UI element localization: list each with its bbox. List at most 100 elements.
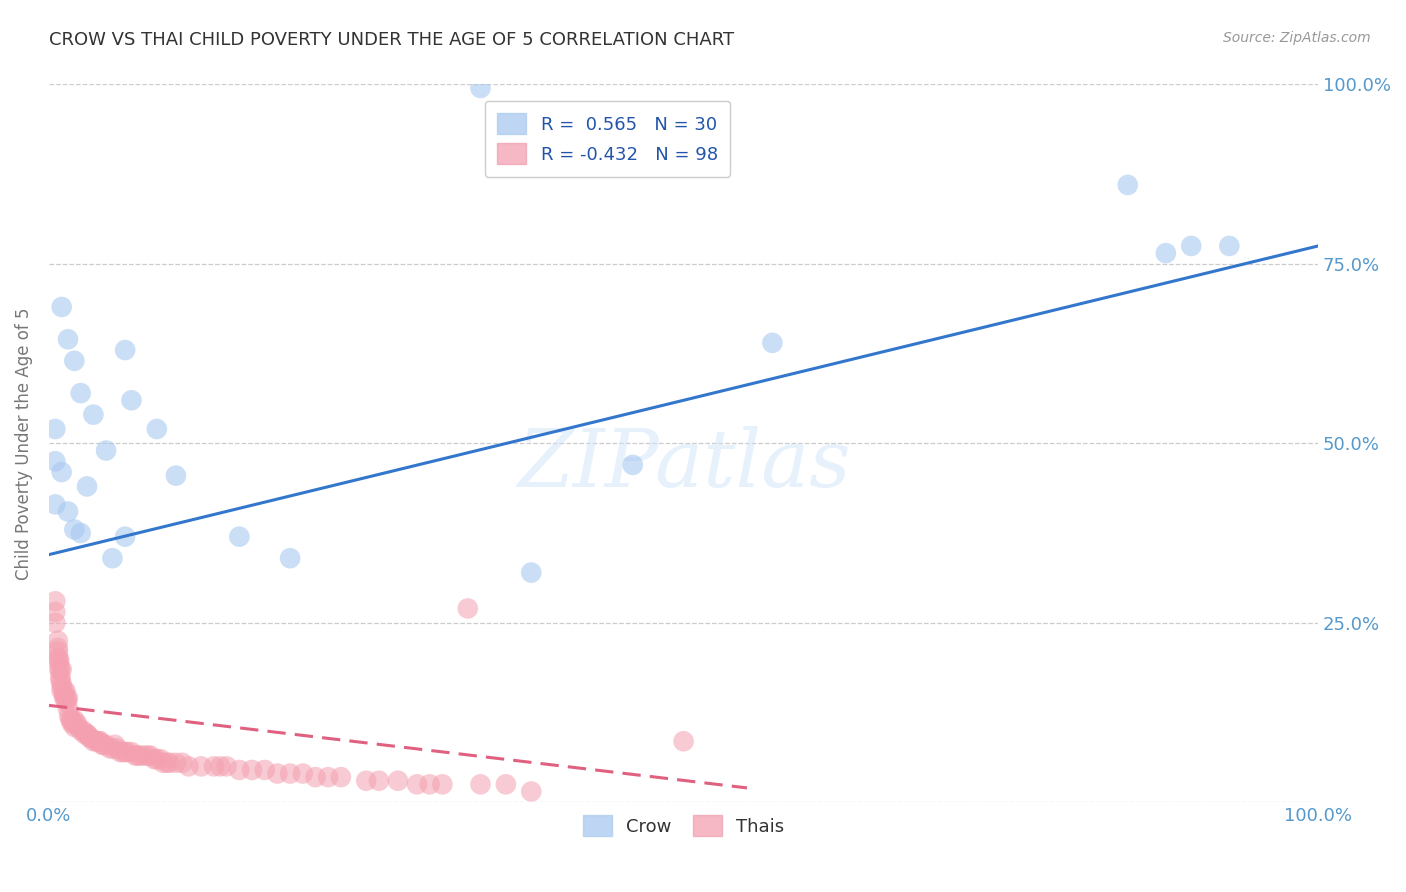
- Point: [117, 745, 139, 759]
- Point: [53, 691, 76, 706]
- Point: [63, 720, 86, 734]
- Point: [240, 763, 263, 777]
- Point: [56, 332, 79, 346]
- Text: ZIPatlas: ZIPatlas: [517, 426, 851, 504]
- Point: [58, 709, 80, 723]
- Point: [69, 386, 91, 401]
- Point: [73, 727, 96, 741]
- Point: [49, 673, 72, 688]
- Point: [80, 731, 103, 745]
- Text: Source: ZipAtlas.com: Source: ZipAtlas.com: [1223, 31, 1371, 45]
- Point: [104, 738, 127, 752]
- Point: [316, 770, 339, 784]
- Point: [495, 777, 517, 791]
- Point: [121, 745, 143, 759]
- Point: [432, 777, 454, 791]
- Point: [76, 727, 98, 741]
- Point: [56, 504, 79, 518]
- Point: [56, 702, 79, 716]
- Point: [1180, 239, 1202, 253]
- Point: [129, 748, 152, 763]
- Point: [66, 716, 89, 731]
- Point: [69, 723, 91, 738]
- Point: [89, 734, 111, 748]
- Point: [111, 745, 134, 759]
- Point: [253, 763, 276, 777]
- Point: [55, 691, 77, 706]
- Point: [72, 723, 94, 738]
- Point: [101, 741, 124, 756]
- Point: [91, 738, 114, 752]
- Point: [46, 640, 69, 655]
- Point: [51, 684, 73, 698]
- Point: [46, 633, 69, 648]
- Point: [419, 777, 441, 791]
- Point: [146, 752, 169, 766]
- Point: [134, 748, 156, 763]
- Point: [51, 681, 73, 695]
- Point: [1218, 239, 1240, 253]
- Point: [59, 713, 82, 727]
- Point: [266, 766, 288, 780]
- Point: [470, 777, 492, 791]
- Point: [60, 713, 83, 727]
- Point: [387, 773, 409, 788]
- Point: [143, 752, 166, 766]
- Point: [55, 691, 77, 706]
- Point: [228, 763, 250, 777]
- Legend: Crow, Thais: Crow, Thais: [575, 808, 792, 844]
- Point: [44, 422, 66, 436]
- Point: [46, 644, 69, 658]
- Point: [101, 551, 124, 566]
- Point: [89, 734, 111, 748]
- Point: [156, 756, 179, 770]
- Point: [368, 773, 391, 788]
- Point: [278, 766, 301, 780]
- Point: [69, 526, 91, 541]
- Point: [329, 770, 352, 784]
- Point: [127, 748, 149, 763]
- Point: [86, 734, 108, 748]
- Point: [139, 748, 162, 763]
- Point: [159, 756, 181, 770]
- Point: [177, 759, 200, 773]
- Point: [48, 663, 70, 677]
- Point: [520, 784, 543, 798]
- Point: [470, 81, 492, 95]
- Point: [76, 727, 98, 741]
- Point: [165, 468, 187, 483]
- Point: [291, 766, 314, 780]
- Point: [190, 759, 212, 773]
- Point: [55, 695, 77, 709]
- Point: [94, 443, 117, 458]
- Point: [121, 393, 143, 408]
- Point: [761, 335, 783, 350]
- Point: [172, 756, 194, 770]
- Point: [44, 605, 66, 619]
- Point: [53, 684, 76, 698]
- Point: [94, 738, 117, 752]
- Point: [55, 684, 77, 698]
- Point: [51, 663, 73, 677]
- Point: [84, 734, 107, 748]
- Point: [202, 759, 225, 773]
- Point: [48, 651, 70, 665]
- Point: [44, 615, 66, 630]
- Point: [136, 748, 159, 763]
- Point: [56, 691, 79, 706]
- Point: [67, 720, 90, 734]
- Text: CROW VS THAI CHILD POVERTY UNDER THE AGE OF 5 CORRELATION CHART: CROW VS THAI CHILD POVERTY UNDER THE AGE…: [49, 31, 734, 49]
- Point: [48, 655, 70, 669]
- Point: [146, 422, 169, 436]
- Point: [49, 663, 72, 677]
- Point: [228, 530, 250, 544]
- Point: [98, 741, 121, 756]
- Point: [1154, 246, 1177, 260]
- Point: [51, 677, 73, 691]
- Point: [76, 479, 98, 493]
- Point: [79, 731, 101, 745]
- Point: [51, 300, 73, 314]
- Point: [209, 759, 232, 773]
- Point: [108, 745, 131, 759]
- Point: [49, 670, 72, 684]
